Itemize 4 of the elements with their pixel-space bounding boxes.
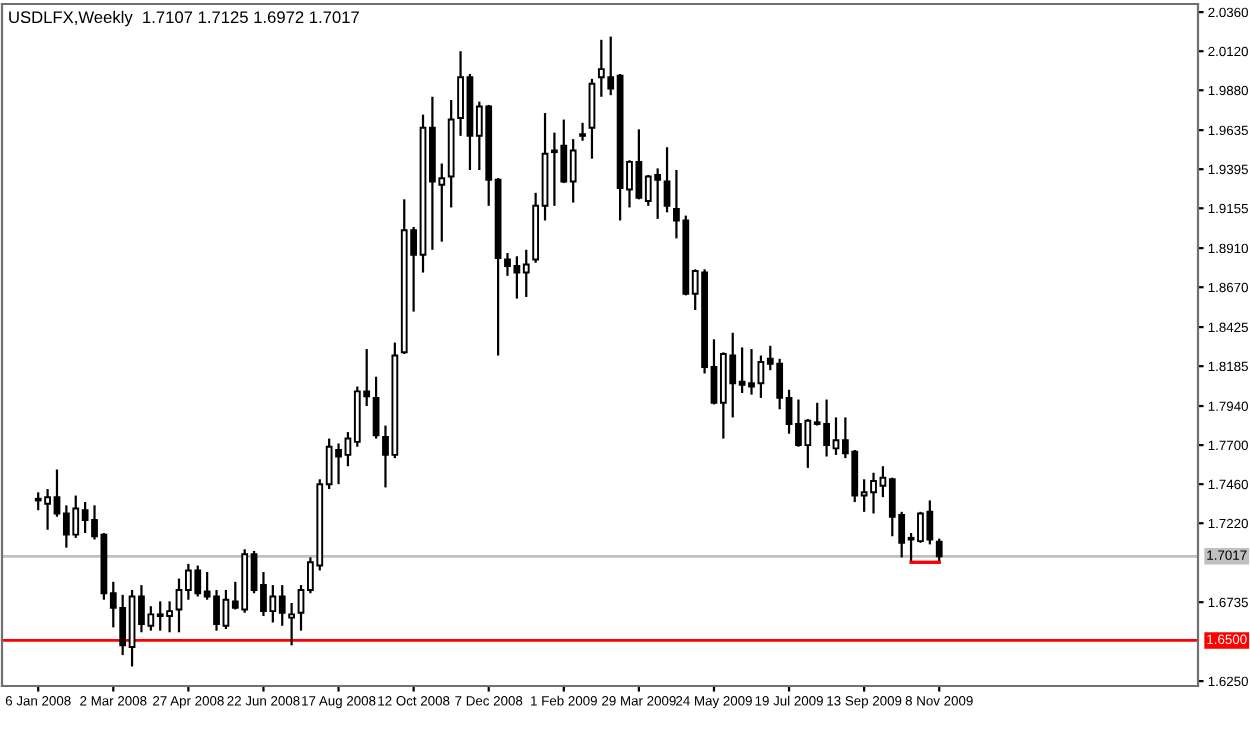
- candlestick: [579, 121, 586, 142]
- candlestick: [588, 77, 596, 160]
- candlestick: [935, 537, 943, 565]
- chart-title: USDLFX,Weekly 1.7107 1.7125 1.6972 1.7017: [9, 10, 359, 27]
